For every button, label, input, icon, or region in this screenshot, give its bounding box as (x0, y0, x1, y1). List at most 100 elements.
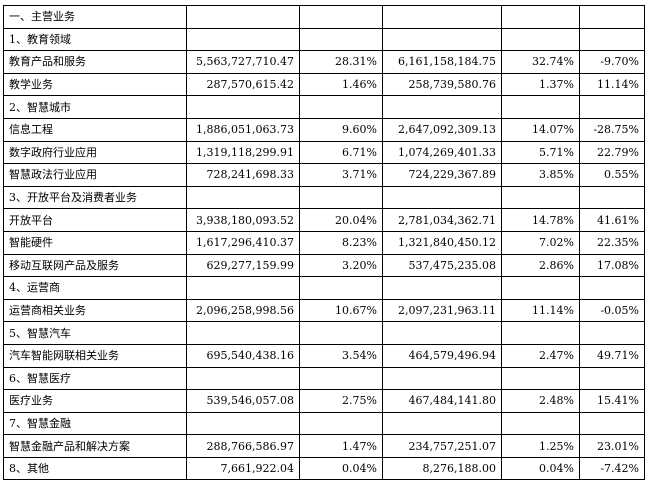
prior-share-cell (501, 321, 580, 345)
prior-share-cell: 11.14% (501, 298, 580, 323)
prior-amount-cell (382, 321, 502, 345)
segment-name-cell: 教学业务 (3, 72, 187, 97)
prior-share-cell: 2.48% (501, 389, 580, 413)
yoy-change-cell: 49.71% (579, 343, 645, 368)
prior-amount-cell (382, 276, 502, 300)
current-share-cell: 10.67% (299, 298, 383, 323)
prior-amount-cell: 724,229,367.89 (382, 163, 502, 187)
prior-amount-cell: 2,781,034,362.71 (382, 208, 502, 232)
section-header-row: 6、智慧医疗 (3, 366, 645, 391)
segment-name-cell: 汽车智能网联相关业务 (3, 343, 187, 368)
prior-amount-cell: 464,579,496.94 (382, 343, 502, 368)
current-share-cell: 2.75% (299, 389, 383, 413)
current-share-cell (299, 95, 383, 119)
yoy-change-cell (579, 366, 645, 391)
prior-amount-cell: 537,475,235.08 (382, 253, 502, 278)
yoy-change-cell: 22.79% (579, 140, 645, 165)
segment-name-cell: 4、运营商 (3, 276, 187, 300)
yoy-change-cell: 23.01% (579, 434, 645, 458)
current-share-cell (299, 276, 383, 300)
prior-share-cell (501, 411, 580, 436)
segment-name-cell: 8、其他 (3, 456, 187, 481)
yoy-change-cell (579, 185, 645, 210)
current-amount-cell: 5,563,727,710.47 (186, 50, 300, 74)
section-header-row: 2、智慧城市 (3, 95, 645, 119)
current-amount-cell: 1,886,051,063.73 (186, 117, 300, 142)
current-amount-cell (186, 411, 300, 436)
current-amount-cell (186, 366, 300, 391)
prior-amount-cell: 8,276,188.00 (382, 456, 502, 481)
prior-share-cell: 14.78% (501, 208, 580, 232)
prior-share-cell (501, 185, 580, 210)
prior-amount-cell: 1,321,840,450.12 (382, 230, 502, 255)
prior-share-cell (501, 5, 580, 29)
table-row: 8、其他 7,661,922.04 0.04% 8,276,188.00 0.04% -7… (3, 456, 645, 481)
segment-name-cell: 智慧金融产品和解决方案 (3, 434, 187, 458)
current-share-cell: 3.54% (299, 343, 383, 368)
table-row: 信息工程 1,886,051,063.73 9.60% 2,647,092,309.1… (3, 117, 645, 142)
current-amount-cell: 539,546,057.08 (186, 389, 300, 413)
segment-name-cell: 2、智慧城市 (3, 95, 187, 119)
segment-name-cell: 智能硬件 (3, 230, 187, 255)
segment-name-cell: 6、智慧医疗 (3, 366, 187, 391)
prior-share-cell: 14.07% (501, 117, 580, 142)
current-share-cell: 1.47% (299, 434, 383, 458)
current-share-cell: 6.71% (299, 140, 383, 165)
prior-share-cell (501, 27, 580, 52)
prior-share-cell (501, 95, 580, 119)
section-header-row: 4、运营商 (3, 276, 645, 300)
yoy-change-cell: 11.14% (579, 72, 645, 97)
table-row: 移动互联网产品及服务 629,277,159.99 3.20% 537,475,235… (3, 253, 645, 278)
current-share-cell (299, 321, 383, 345)
table-row: 智慧金融产品和解决方案 288,766,586.97 1.47% 234,757,25… (3, 434, 645, 458)
prior-amount-cell: 2,097,231,963.11 (382, 298, 502, 323)
current-share-cell: 3.20% (299, 253, 383, 278)
section-header-row: 1、教育领域 (3, 27, 645, 52)
segment-name-cell: 教育产品和服务 (3, 50, 187, 74)
section-header-row: 一、主营业务 (3, 5, 645, 29)
current-amount-cell (186, 321, 300, 345)
revenue-breakdown-table: 一、主营业务 1、教育领域 教育产品和服务 5,563,727,710.47 28.31… (3, 5, 645, 481)
current-amount-cell: 1,319,118,299.91 (186, 140, 300, 165)
segment-name-cell: 移动互联网产品及服务 (3, 253, 187, 278)
current-share-cell: 20.04% (299, 208, 383, 232)
segment-name-cell: 7、智慧金融 (3, 411, 187, 436)
current-share-cell (299, 27, 383, 52)
table-row: 开放平台 3,938,180,093.52 20.04% 2,781,034,362.… (3, 208, 645, 232)
table-row: 智慧政法行业应用 728,241,698.33 3.71% 724,229,367.8… (3, 163, 645, 187)
prior-share-cell: 2.47% (501, 343, 580, 368)
prior-amount-cell (382, 27, 502, 52)
current-amount-cell: 1,617,296,410.37 (186, 230, 300, 255)
prior-amount-cell: 1,074,269,401.33 (382, 140, 502, 165)
yoy-change-cell: 0.55% (579, 163, 645, 187)
prior-share-cell: 5.71% (501, 140, 580, 165)
prior-amount-cell: 234,757,251.07 (382, 434, 502, 458)
segment-name-cell: 智慧政法行业应用 (3, 163, 187, 187)
segment-name-cell: 5、智慧汽车 (3, 321, 187, 345)
section-header-row: 3、开放平台及消费者业务 (3, 185, 645, 210)
current-share-cell (299, 411, 383, 436)
yoy-change-cell: -9.70% (579, 50, 645, 74)
current-amount-cell: 287,570,615.42 (186, 72, 300, 97)
prior-amount-cell: 258,739,580.76 (382, 72, 502, 97)
current-share-cell (299, 366, 383, 391)
yoy-change-cell (579, 27, 645, 52)
segment-name-cell: 1、教育领域 (3, 27, 187, 52)
prior-amount-cell: 467,484,141.80 (382, 389, 502, 413)
current-share-cell: 0.04% (299, 456, 383, 481)
current-amount-cell (186, 185, 300, 210)
current-amount-cell: 695,540,438.16 (186, 343, 300, 368)
yoy-change-cell (579, 321, 645, 345)
yoy-change-cell: 41.61% (579, 208, 645, 232)
segment-name-cell: 信息工程 (3, 117, 187, 142)
current-amount-cell: 7,661,922.04 (186, 456, 300, 481)
prior-amount-cell (382, 95, 502, 119)
yoy-change-cell: -28.75% (579, 117, 645, 142)
yoy-change-cell (579, 276, 645, 300)
yoy-change-cell (579, 95, 645, 119)
segment-name-cell: 医疗业务 (3, 389, 187, 413)
prior-amount-cell (382, 185, 502, 210)
section-header-row: 7、智慧金融 (3, 411, 645, 436)
prior-share-cell (501, 366, 580, 391)
current-share-cell (299, 185, 383, 210)
